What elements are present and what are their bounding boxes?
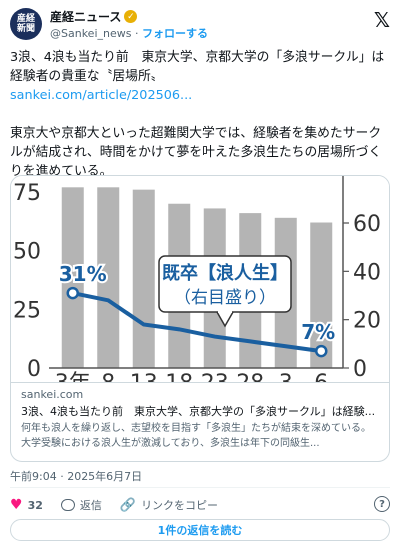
card-title[interactable]: 3浪、4浪も当たり前 東京大学、京都大学の「多浪サークル」は経験... bbox=[21, 405, 376, 418]
chart-category-label: 6 bbox=[314, 371, 328, 382]
account-name-row[interactable]: 産経ニュース ✓ bbox=[50, 8, 138, 25]
chart-point bbox=[315, 344, 328, 358]
chart-category-label: 23 bbox=[201, 371, 229, 382]
chart-image: 75 50 25 0 60 40 20 0 3年 8 13 18 23 28 3 6 31% 7% 既卒【浪人生】 （… bbox=[11, 176, 389, 382]
verified-icon: ✓ bbox=[124, 10, 138, 23]
tweet-text: 3浪、4浪も当たり前 東京大学、京都大学の「多浪サークル」は経験者の貴重な〝居場… bbox=[10, 48, 392, 200]
account-handle[interactable]: @Sankei_news bbox=[50, 27, 132, 40]
link-icon: 🔗 bbox=[119, 497, 137, 513]
like-button[interactable]: ♥ 32 bbox=[10, 497, 43, 513]
x-logo-icon[interactable]: 𝕏 bbox=[373, 8, 390, 32]
chart-category-label: 18 bbox=[165, 371, 193, 382]
chart-point bbox=[66, 286, 79, 300]
timestamp[interactable]: 午前9:04 · 2025年6月7日 bbox=[10, 470, 143, 483]
chart-right-tick-label: 20 bbox=[353, 309, 381, 334]
chart-right-tick-label: 60 bbox=[353, 212, 381, 237]
copy-link-label: リンクをコピー bbox=[141, 499, 219, 512]
avatar[interactable]: 産経新聞 bbox=[10, 8, 42, 40]
divider bbox=[10, 487, 390, 488]
chart-left-tick-label: 75 bbox=[13, 181, 41, 206]
copy-link-button[interactable]: 🔗 リンクをコピー bbox=[120, 497, 218, 513]
follow-button[interactable]: フォローする bbox=[141, 27, 208, 40]
tweet-header: 産経新聞 産経ニュース ✓ @Sankei_news · フォローする 𝕏 bbox=[10, 8, 390, 42]
chart-callout-pointer bbox=[216, 311, 234, 328]
chart-category-label: 28 bbox=[236, 371, 264, 382]
card-description: 何年も浪人を繰り返し、志望校を目指す「多浪生」たちが結束を深めている。大学受験に… bbox=[21, 423, 371, 449]
chart-category-label: 13 bbox=[130, 371, 158, 382]
chart-series-name: 既卒【浪人生】 bbox=[162, 262, 288, 284]
reply-label: 返信 bbox=[79, 499, 102, 512]
link-card[interactable]: 75 50 25 0 60 40 20 0 3年 8 13 18 23 28 3 6 31% 7% 既卒【浪人生】 （… bbox=[10, 175, 390, 462]
chart-bar bbox=[310, 222, 333, 368]
tweet-paragraph-2: 東京大や京都大といった超難関大学では、経験者を集めたサークルが結成され、時間をか… bbox=[10, 126, 382, 179]
chart-right-tick-label: 40 bbox=[353, 260, 381, 285]
chart-category-label: 3 bbox=[279, 371, 293, 382]
reply-icon bbox=[60, 499, 75, 511]
read-replies-button[interactable]: 1件の返信を読む bbox=[10, 519, 390, 541]
tweet-paragraph-1: 3浪、4浪も当たり前 東京大学、京都大学の「多浪サークル」は経験者の貴重な〝居場… bbox=[10, 50, 385, 103]
chart-end-label: 7% bbox=[301, 320, 335, 344]
chart-category-label: 8 bbox=[101, 371, 115, 382]
account-name[interactable]: 産経ニュース bbox=[50, 10, 122, 24]
action-bar: ♥ 32 返信 🔗 リンクをコピー bbox=[10, 496, 218, 514]
card-domain: sankei.com bbox=[21, 388, 84, 401]
chart-left-tick-label: 0 bbox=[27, 357, 41, 382]
chart-right-tick-label: 0 bbox=[353, 357, 367, 382]
like-count: 32 bbox=[27, 498, 43, 512]
help-icon[interactable]: ? bbox=[374, 496, 390, 512]
chart-bar bbox=[97, 187, 120, 368]
card-meta[interactable]: sankei.com 3浪、4浪も当たり前 東京大学、京都大学の「多浪サークル」… bbox=[11, 382, 389, 461]
chart-series-axis-note: （右目盛り） bbox=[174, 288, 276, 308]
chart-start-label: 31% bbox=[59, 262, 107, 286]
chart-category-label: 3年 bbox=[55, 371, 91, 382]
heart-icon: ♥ bbox=[10, 497, 23, 513]
chart-bar bbox=[132, 189, 155, 368]
reply-button[interactable]: 返信 bbox=[60, 497, 102, 513]
article-link[interactable]: sankei.com/article/202506... bbox=[10, 88, 193, 103]
chart-left-tick-label: 25 bbox=[13, 298, 41, 323]
separator: · bbox=[134, 27, 139, 40]
chart-bar bbox=[61, 187, 84, 368]
chart-series-line bbox=[72, 291, 322, 354]
handle-row: @Sankei_news · フォローする bbox=[50, 25, 208, 41]
chart-left-tick-label: 50 bbox=[13, 240, 41, 265]
chart: 75 50 25 0 60 40 20 0 3年 8 13 18 23 28 3 6 31% 7% 既卒【浪人生】 （… bbox=[13, 176, 381, 382]
